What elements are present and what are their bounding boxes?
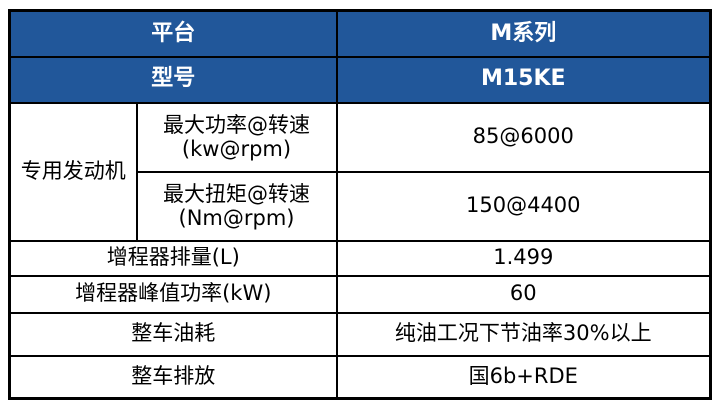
- model-label-cell: 型号: [8, 55, 338, 104]
- engine-group-label-cell: 专用发动机: [8, 101, 138, 242]
- table-row-fuel-consumption: 整车油耗 纯油工况下节油率30%以上: [8, 311, 712, 357]
- displacement-value-cell: 1.499: [335, 239, 712, 277]
- max-power-param-line1: 最大功率@转速: [163, 112, 310, 137]
- max-torque-value-cell: 150@4400: [335, 170, 712, 242]
- table-row-emission: 整车排放 国6b+RDE: [8, 354, 712, 400]
- table-row-max-power: 专用发动机 最大功率@转速 (kw@rpm) 85@6000: [8, 101, 712, 242]
- max-power-value-cell: 85@6000: [335, 101, 712, 173]
- platform-value-cell: M系列: [335, 9, 712, 58]
- model-value-cell: M15KE: [335, 55, 712, 104]
- displacement-label-cell: 增程器排量(L): [8, 239, 338, 277]
- max-power-param-line2: (kw@rpm): [181, 137, 292, 161]
- max-power-param-cell: 最大功率@转速 (kw@rpm): [135, 101, 338, 173]
- max-torque-param-cell: 最大扭矩@转速 (Nm@rpm): [135, 170, 338, 242]
- platform-label-cell: 平台: [8, 9, 338, 58]
- table-row-displacement: 增程器排量(L) 1.499: [8, 239, 712, 277]
- peak-power-label-cell: 增程器峰值功率(kW): [8, 274, 338, 314]
- emission-label-cell: 整车排放: [8, 354, 338, 400]
- fuel-consumption-label-cell: 整车油耗: [8, 311, 338, 357]
- max-torque-param-line2: (Nm@rpm): [178, 206, 295, 230]
- table-row-model: 型号 M15KE: [8, 55, 712, 104]
- table-row-peak-power: 增程器峰值功率(kW) 60: [8, 274, 712, 314]
- peak-power-value-cell: 60: [335, 274, 712, 314]
- spec-table: 平台 M系列 型号 M15KE 专用发动机 最大功率@转速 (kw@rpm) 8…: [8, 9, 713, 400]
- max-torque-param-line1: 最大扭矩@转速: [163, 181, 310, 206]
- table-row-max-torque: 最大扭矩@转速 (Nm@rpm) 150@4400: [10, 170, 712, 242]
- fuel-consumption-value-cell: 纯油工况下节油率30%以上: [335, 311, 712, 357]
- table-row-platform: 平台 M系列: [8, 9, 712, 58]
- emission-value-cell: 国6b+RDE: [335, 354, 712, 400]
